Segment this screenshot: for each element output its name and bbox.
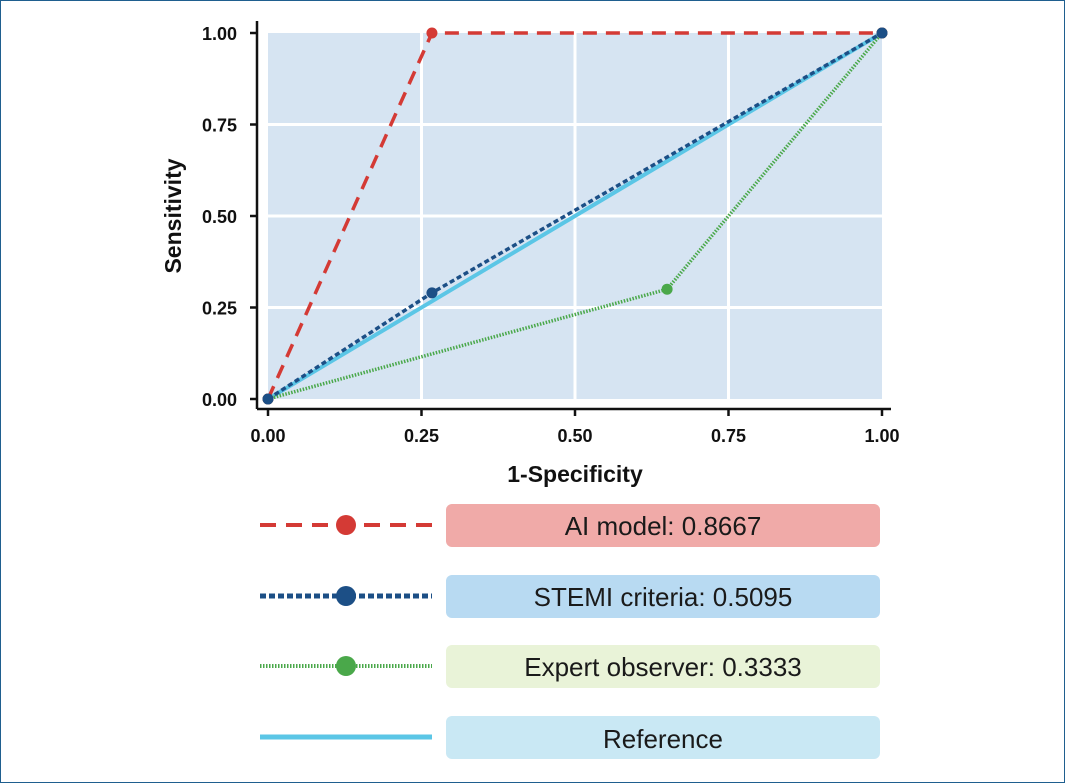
legend-label-stemi-criteria: STEMI criteria: 0.5095 xyxy=(534,582,793,612)
legend-box-reference xyxy=(446,716,880,759)
legend-marker xyxy=(336,586,356,606)
legend-label-expert-observer: Expert observer: 0.3333 xyxy=(524,652,802,682)
y-tick-labels: 0.00 0.25 0.50 0.75 1.00 xyxy=(202,24,237,410)
legend-line-stemi-criteria xyxy=(260,586,432,606)
y-tick-label: 0.75 xyxy=(202,116,237,136)
legend-line-ai-model xyxy=(260,515,432,535)
legend-item-reference: Reference xyxy=(260,716,880,759)
legend-label-reference: Reference xyxy=(603,724,723,754)
legend-box-ai-model xyxy=(446,504,880,547)
y-tick-label: 0.00 xyxy=(202,390,237,410)
x-tick-label: 0.75 xyxy=(711,426,746,446)
series-line xyxy=(267,31,884,401)
y-tick-label: 0.50 xyxy=(202,207,237,227)
legend-item-expert-observer: Expert observer: 0.3333 xyxy=(260,645,880,688)
x-tick-label: 0.00 xyxy=(250,426,285,446)
legend-box-expert-observer xyxy=(446,645,880,688)
y-tick-label: 1.00 xyxy=(202,24,237,44)
y-tick-label: 0.25 xyxy=(202,299,237,319)
legend-marker xyxy=(336,656,356,676)
series-layer xyxy=(262,27,888,405)
x-tick-label: 0.25 xyxy=(404,426,439,446)
legend-box-stemi-criteria xyxy=(446,575,880,618)
legend-label-ai-model: AI model: 0.8667 xyxy=(565,511,762,541)
series-point xyxy=(661,283,673,295)
x-tick-labels: 0.00 0.25 0.50 0.75 1.00 xyxy=(250,426,899,446)
axes xyxy=(250,21,891,416)
legend-line-expert-observer xyxy=(260,656,432,676)
x-axis-title: 1-Specificity xyxy=(507,461,643,487)
legend-item-stemi-criteria: STEMI criteria: 0.5095 xyxy=(260,575,880,618)
legend: AI model: 0.8667 STEMI criteria: 0.5095 … xyxy=(260,504,880,759)
x-tick-label: 0.50 xyxy=(557,426,592,446)
x-tick-label: 1.00 xyxy=(864,426,899,446)
y-axis-title: Sensitivity xyxy=(160,158,186,273)
series-point xyxy=(262,393,274,405)
series-point xyxy=(876,27,888,39)
series-point xyxy=(426,287,438,299)
series-point xyxy=(426,27,438,39)
legend-item-ai-model: AI model: 0.8667 xyxy=(260,504,880,547)
legend-marker xyxy=(336,515,356,535)
